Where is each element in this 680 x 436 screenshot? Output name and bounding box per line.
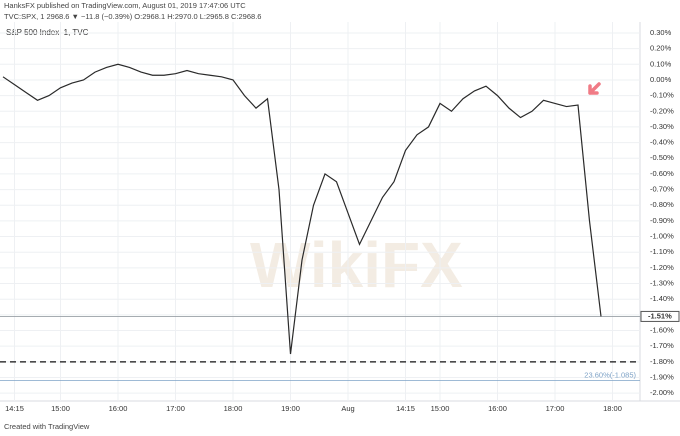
- x-tick-label: 18:00: [603, 404, 622, 413]
- x-tick-label: Aug: [341, 404, 354, 413]
- y-tick-label: -1.10%: [650, 247, 674, 256]
- symbol-info: TVC:SPX, 1 2968.6 ▼ −11.8 (−0.39%) O:296…: [4, 12, 261, 21]
- y-tick-label: -0.70%: [650, 185, 674, 194]
- y-tick-label: -1.70%: [650, 341, 674, 350]
- fib-label: 23.60%(-1.085): [584, 371, 636, 380]
- y-tick-label: -0.20%: [650, 106, 674, 115]
- y-tick-label: -0.80%: [650, 200, 674, 209]
- y-tick-label: -1.20%: [650, 263, 674, 272]
- y-tick-label: -2.00%: [650, 388, 674, 397]
- x-tick-label: 16:00: [488, 404, 507, 413]
- price-label: -1.51%: [648, 311, 672, 320]
- y-tick-label: 0.30%: [650, 28, 672, 37]
- y-tick-label: -0.60%: [650, 169, 674, 178]
- y-tick-label: -1.30%: [650, 279, 674, 288]
- y-tick-label: -0.30%: [650, 122, 674, 131]
- y-tick-label: -1.90%: [650, 372, 674, 381]
- x-tick-label: 16:00: [109, 404, 128, 413]
- y-tick-label: 0.00%: [650, 75, 672, 84]
- y-tick-label: -0.90%: [650, 216, 674, 225]
- x-tick-label: 17:00: [546, 404, 565, 413]
- y-tick-label: -1.00%: [650, 232, 674, 241]
- y-tick-label: -1.60%: [650, 326, 674, 335]
- price-label-box: [640, 310, 680, 322]
- x-tick-label: 18:00: [224, 404, 243, 413]
- footer: Created with TradingView: [4, 422, 90, 431]
- y-tick-label: -0.50%: [650, 153, 674, 162]
- x-tick-label: 17:00: [166, 404, 185, 413]
- x-tick-label: 19:00: [281, 404, 300, 413]
- y-tick-label: -1.80%: [650, 357, 674, 366]
- y-tick-label: -1.40%: [650, 294, 674, 303]
- x-tick-label: 15:00: [51, 404, 70, 413]
- x-tick-label: 14:15: [5, 404, 24, 413]
- y-tick-label: -0.40%: [650, 138, 674, 147]
- arrow: [588, 82, 601, 95]
- price-line-series: [2, 63, 602, 355]
- publish-info: HanksFX published on TradingView.com, Au…: [4, 1, 246, 10]
- x-tick-label: 15:00: [431, 404, 450, 413]
- y-tick-label: -0.10%: [650, 91, 674, 100]
- y-tick-label: 0.10%: [650, 59, 672, 68]
- x-tick-label: 14:15: [396, 404, 415, 413]
- y-tick-label: 0.20%: [650, 44, 672, 53]
